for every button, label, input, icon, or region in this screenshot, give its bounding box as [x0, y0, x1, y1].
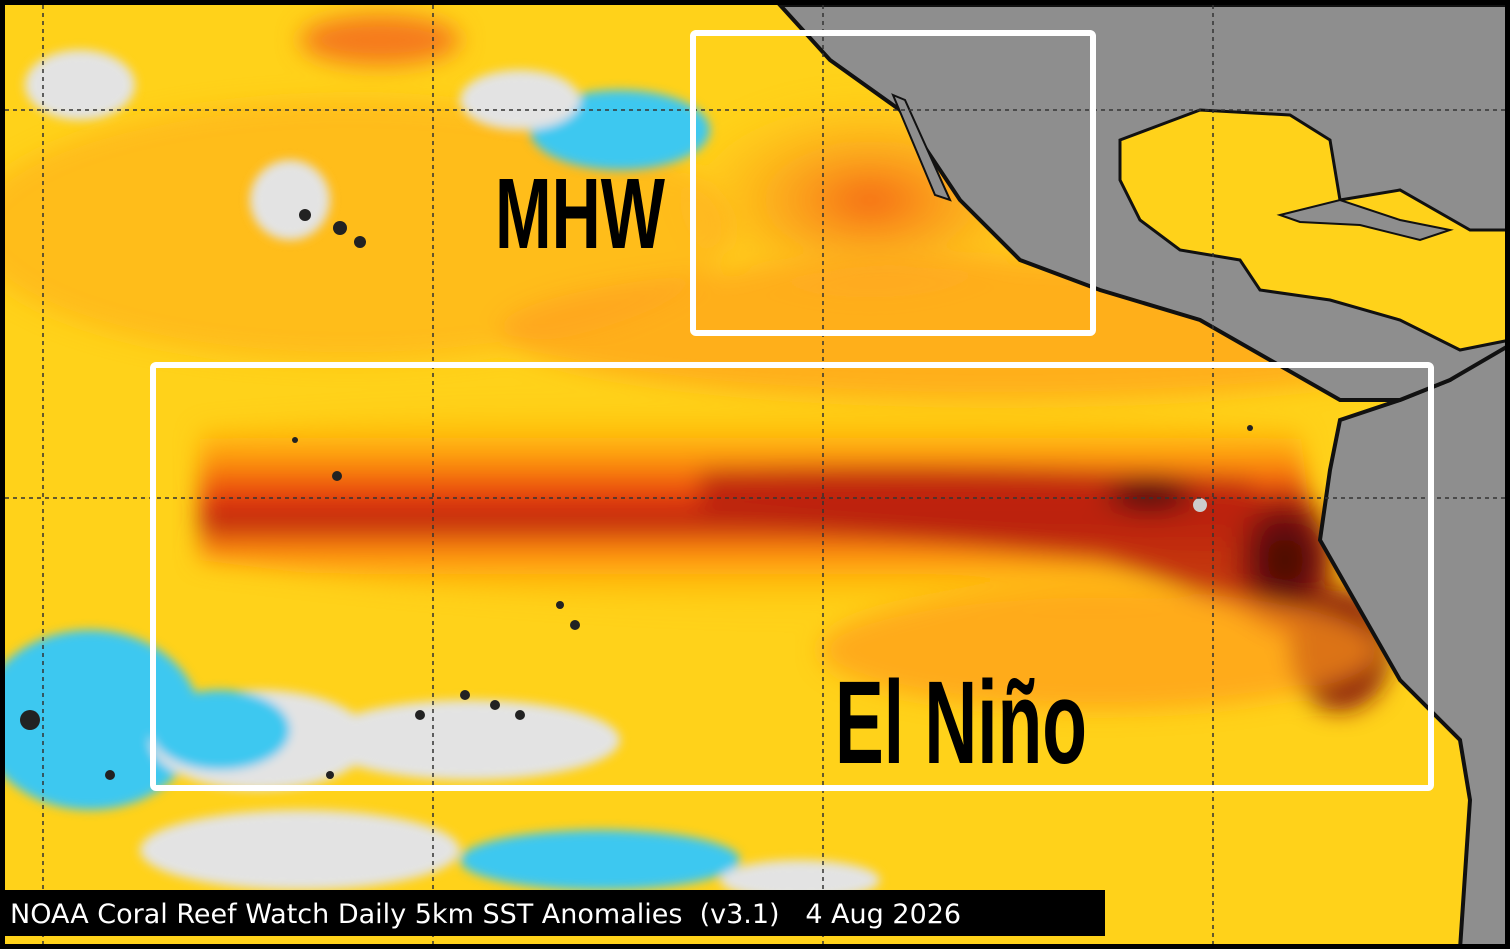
cool-patches [0, 50, 880, 900]
islands [20, 209, 1253, 780]
mhw-label: MHW [495, 159, 665, 270]
caption: NOAA Coral Reef Watch Daily 5km SST Anom… [10, 899, 961, 930]
caption-background [5, 890, 1105, 936]
anomaly-fields [0, 15, 1500, 710]
gulf-of-mexico [1118, 108, 1510, 352]
graticule [5, 5, 1505, 944]
el-nino-label: El Niño [835, 656, 1087, 788]
mhw-box [690, 30, 1096, 336]
el-nino-box [150, 362, 1434, 791]
baja-peninsula [891, 93, 952, 202]
island [1276, 198, 1454, 242]
